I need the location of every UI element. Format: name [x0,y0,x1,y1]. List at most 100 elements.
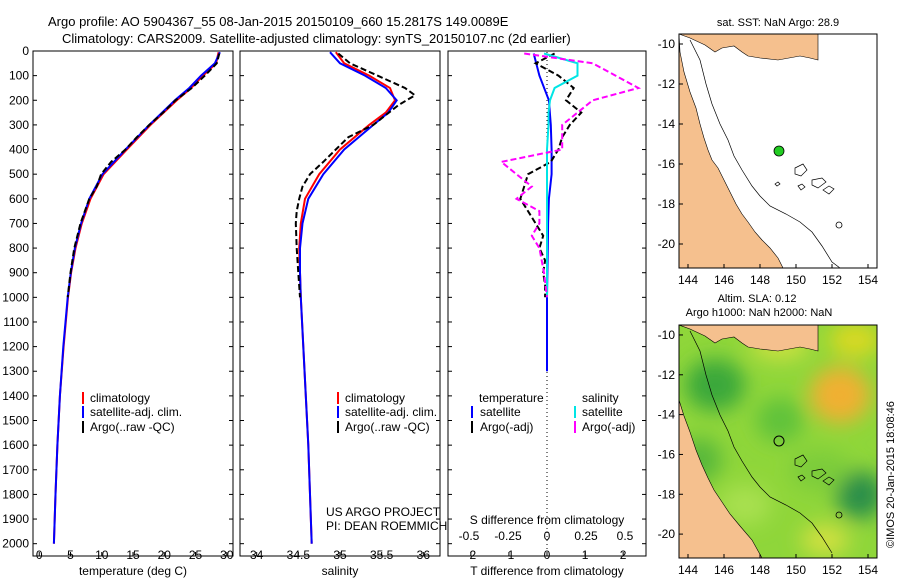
lat-tick-label: -20 [658,237,676,251]
temperature-profiles [52,51,221,544]
x-tick-label: 2 [620,548,627,562]
legend-satellite-label: satellite-adj. clim. [345,405,437,419]
x-tick-label: 35.5 [370,548,394,562]
sla-map-land-png [679,325,819,352]
sla-blob [801,524,849,556]
legend-argo-sal-label: Argo(-adj) [582,420,635,434]
imos-credit: ©IMOS 20-Jan-2015 18:08:46 [885,401,897,548]
diff-argo-temp-line [519,52,583,298]
sst-map-land-png [678,33,819,61]
lat-tick-label: -10 [658,37,676,51]
depth-tick-label: 1600 [2,438,29,452]
x-tick-label: -1 [504,548,515,562]
x-tick-label: 34.5 [287,548,311,562]
depth-tick-label: 500 [9,167,29,181]
lat-tick-label: -18 [658,487,676,501]
sla-map-field [679,325,877,558]
salinity-profiles [294,51,417,544]
sla-blob [756,398,804,442]
temperature-panel: 0100200300400500600700800900100011001200… [2,44,233,578]
depth-tick-label: 200 [9,93,29,107]
x-tick-label: 34 [250,548,264,562]
sla-map-title-line1: Altim. SLA: 0.12 [718,293,797,305]
x-tick-label: 20 [158,548,172,562]
depth-tick-label: 1000 [2,290,29,304]
sst-map-float-marker [773,145,785,157]
sla-map-lat-ticks: -10 -12 -14 -16 -18 -20 [658,328,683,541]
temp-climatology-line [52,51,220,544]
sst-map-island-marker [835,221,843,229]
lat-tick-label: -14 [658,408,676,422]
sal-satellite-line [299,51,398,544]
sla-blob [836,471,877,519]
pi-credit: PI: DEAN ROEMMICH [326,519,447,533]
sst-map: sat. SST: NaN Argo: 28.9 -10 -12 -14 -16 -18… [658,17,879,287]
difference-x-ticks: -2 -1 0 1 2 -0.5 -0.25 0 0.25 0.5 [459,529,634,562]
x-tick-label: 5 [67,548,74,562]
depth-tick-label: 1900 [2,512,29,526]
legend-salinity-header: salinity [582,391,619,405]
sal-diff-tick-label: -0.5 [459,529,480,543]
sla-map-frame [678,324,878,559]
lat-tick-label: -12 [658,77,676,91]
difference-panel: -2 -1 0 1 2 -0.5 -0.25 0 0.25 0.5 temperature sal… [447,50,647,578]
lon-tick-label: 154 [858,273,878,287]
depth-tick-label: 1700 [2,463,29,477]
sal-argo-line [294,52,417,298]
legend-sat-sal-label: satellite [582,405,623,419]
depth-tick-label: 900 [9,266,29,280]
depth-tick-label: 1200 [2,340,29,354]
lon-tick-label: 146 [714,563,734,577]
diff-sat-sal-line [543,52,579,298]
sal-diff-tick-label: -0.25 [494,529,522,543]
lat-tick-label: -16 [658,157,676,171]
temp-argo-line [66,53,221,298]
sla-map-reef-islands [794,454,835,486]
sla-map-title-line2: Argo h1000: NaN h2000: NaN [686,307,833,319]
sla-blob [685,359,745,411]
diff-argo-sal-line [499,52,642,298]
x-tick-label: 10 [95,548,109,562]
lon-tick-label: 152 [822,563,842,577]
temp-satellite-line [52,51,221,544]
sla-map-shelf-contour [689,330,833,554]
difference-profiles [499,52,642,372]
lat-tick-label: -14 [658,117,676,131]
legend-climatology-label: climatology [90,391,150,405]
temperature-depth-ticks: 0 100 200 300 400 500 600 700 800 900 1000 1100 1200… [2,44,233,551]
difference-depth-ticks [448,50,646,545]
sst-map-reef-islands [774,163,835,195]
lon-tick-label: 154 [858,563,878,577]
sst-map-lat-ticks: -10 -12 -14 -16 -18 -20 [658,37,683,251]
legend-climatology-label: climatology [345,391,405,405]
temperature-xlabel: temperature (deg C) [79,564,187,578]
x-tick-label: 15 [126,548,140,562]
lat-tick-label: -10 [658,328,676,342]
sla-map-island-marker [835,511,843,519]
legend-argo-temp-label: Argo(-adj) [480,420,533,434]
depth-tick-label: 1500 [2,414,29,428]
lat-tick-label: -12 [658,368,676,382]
lon-tick-label: 150 [786,273,806,287]
temperature-legend: climatology satellite-adj. clim. Argo(..… [82,391,182,434]
salinity-xlabel: salinity [322,564,359,578]
salinity-x-ticks: 34 34.5 35 35.5 36 [250,548,430,562]
lat-tick-label: -16 [658,447,676,461]
sla-blob [719,485,771,525]
depth-tick-label: 1100 [3,315,29,329]
x-tick-label: 30 [220,548,234,562]
depth-tick-label: 1800 [2,487,29,501]
x-tick-label: -2 [466,548,477,562]
lon-tick-label: 148 [750,273,770,287]
project-credit: US ARGO PROJECT [326,505,441,519]
depth-tick-label: 100 [9,69,29,83]
x-tick-label: 0 [36,548,43,562]
temperature-diff-label: T difference from climatology [470,564,624,578]
sal-climatology-line [298,51,397,544]
depth-tick-label: 600 [9,192,29,206]
lat-tick-label: -18 [658,197,676,211]
x-tick-label: 25 [189,548,203,562]
figure-title-line2: Climatology: CARS2009. Satellite-adjuste… [62,31,571,46]
figure-title-line1: Argo profile: AO 5904367_55 08-Jan-2015 … [48,14,509,29]
depth-tick-label: 300 [9,118,29,132]
